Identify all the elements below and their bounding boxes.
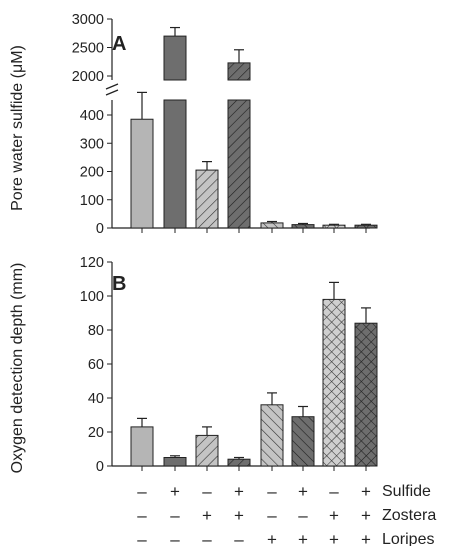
panel-b-chart: B Oxygen detection depth (mm) 0 20 40 60 80 1… — [9, 255, 378, 475]
panel-a-y-tick-label: 200 — [80, 165, 104, 181]
panel-a-bar — [195, 169, 219, 229]
panel-b-y-tick-label: 100 — [80, 289, 104, 305]
treatment-sign: – — [298, 506, 308, 525]
panel-a-bars — [130, 26, 378, 229]
treatment-sign: + — [361, 482, 371, 501]
treatment-sign: + — [361, 530, 371, 546]
panel-a-bar — [163, 99, 187, 229]
panel-a-bar-break — [226, 81, 252, 99]
panel-b-y-tick-label: 40 — [88, 391, 104, 407]
treatment-sign: + — [267, 530, 277, 546]
treatment-row-label: Sulfide — [382, 483, 431, 500]
panel-a-bar — [291, 224, 315, 229]
treatment-sign: – — [170, 530, 180, 546]
panel-b-bar — [354, 322, 378, 467]
panel-a-y-tick-label: 100 — [80, 193, 104, 209]
panel-a-axis-break-mark — [105, 83, 119, 90]
treatment-table: – + – + – + – + Sulfide – – + + – – + + Zostera – – – – + + + + Lo… — [137, 482, 436, 546]
treatment-sign: + — [202, 506, 212, 525]
treatment-sign: – — [267, 482, 277, 501]
panel-b-bars — [130, 281, 378, 467]
treatment-sign: – — [137, 482, 147, 501]
panel-a-bar — [354, 224, 378, 229]
panel-b-bar — [291, 416, 315, 467]
treatment-sign: – — [267, 506, 277, 525]
treatment-sign: + — [170, 482, 180, 501]
panel-a-bar-upper — [163, 35, 187, 81]
treatment-sign: + — [329, 530, 339, 546]
panel-a-y-tick-label: 300 — [80, 136, 104, 152]
panel-a-bar — [322, 224, 346, 229]
panel-a-y-tick-label: 400 — [80, 108, 104, 124]
treatment-sign: – — [137, 530, 147, 546]
treatment-sign: + — [234, 506, 244, 525]
panel-a-bar-break — [162, 81, 188, 99]
panel-a-axis-break-mark — [105, 89, 119, 96]
treatment-row-label: Loripes — [382, 531, 434, 546]
panel-a-axes: 0 100 200 300 400 2000 2500 3000 — [72, 12, 370, 237]
panel-a-y-tick-label: 0 — [96, 221, 104, 237]
panel-b-label: B — [112, 273, 126, 295]
panel-b-bar — [163, 457, 187, 467]
panel-b-bar — [130, 426, 154, 467]
panel-a-label: A — [112, 33, 126, 55]
treatment-sign: + — [361, 506, 371, 525]
treatment-sign: – — [202, 482, 212, 501]
panel-b-y-tick-label: 60 — [88, 357, 104, 373]
panel-a-bar — [130, 118, 154, 229]
panel-b-bar — [260, 404, 284, 467]
treatment-sign: + — [234, 482, 244, 501]
panel-b-y-tick-label: 80 — [88, 323, 104, 339]
panel-b-bar — [227, 458, 251, 467]
panel-a-chart: A Pore water sulfide (μM) 0 100 200 300 400 2… — [9, 12, 378, 237]
panel-b-bar — [195, 434, 219, 467]
panel-a-bar — [260, 222, 284, 229]
panel-a-y-tick-label: 2000 — [72, 69, 104, 85]
treatment-sign: – — [137, 506, 147, 525]
treatment-sign: + — [329, 506, 339, 525]
panel-b-y-axis-label: Oxygen detection depth (mm) — [9, 263, 26, 474]
treatment-row-label: Zostera — [382, 507, 436, 524]
treatment-sign: – — [170, 506, 180, 525]
panel-a-y-tick-label: 3000 — [72, 12, 104, 28]
panel-b-y-tick-label: 0 — [96, 459, 104, 475]
panel-b-y-tick-label: 120 — [80, 255, 104, 271]
treatment-sign: – — [329, 482, 339, 501]
panel-a-y-tick-label: 2500 — [72, 41, 104, 57]
treatment-sign: + — [298, 530, 308, 546]
panel-b-y-tick-label: 20 — [88, 425, 104, 441]
panel-b-bar — [322, 298, 346, 467]
treatment-sign: – — [234, 530, 244, 546]
treatment-sign: + — [298, 482, 308, 501]
panel-a-y-axis-label: Pore water sulfide (μM) — [9, 45, 26, 211]
treatment-sign: – — [202, 530, 212, 546]
panel-a-bar — [227, 99, 251, 229]
panel-a-bar-upper — [227, 62, 251, 81]
